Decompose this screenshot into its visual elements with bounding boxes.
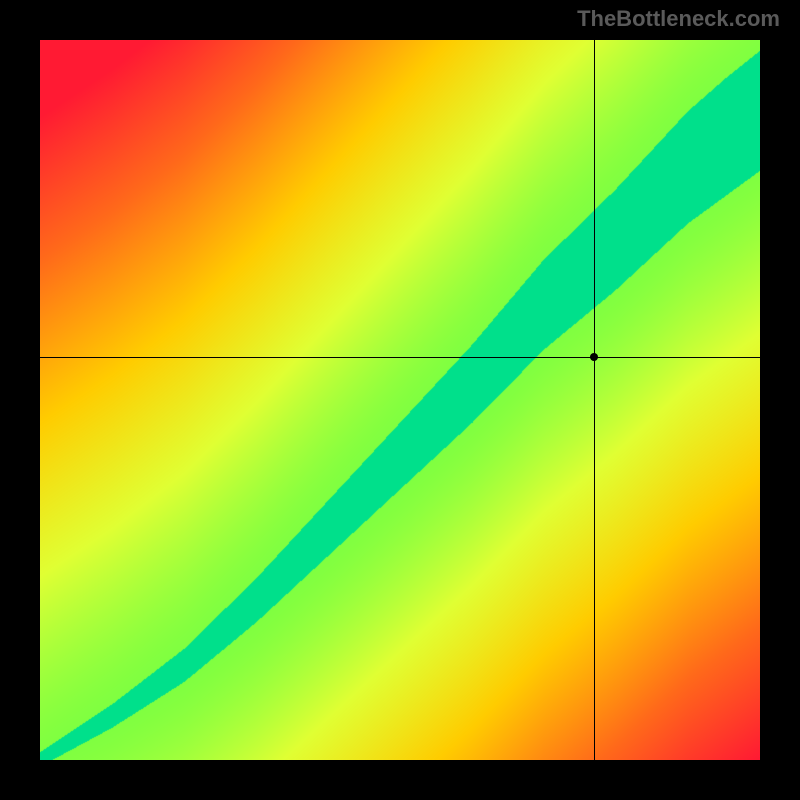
- heatmap-canvas: [40, 40, 760, 760]
- watermark-text: TheBottleneck.com: [577, 6, 780, 32]
- crosshair-horizontal: [40, 357, 760, 358]
- crosshair-marker: [590, 353, 598, 361]
- crosshair-vertical: [594, 40, 595, 760]
- heatmap-plot: [40, 40, 760, 760]
- chart-frame: TheBottleneck.com: [0, 0, 800, 800]
